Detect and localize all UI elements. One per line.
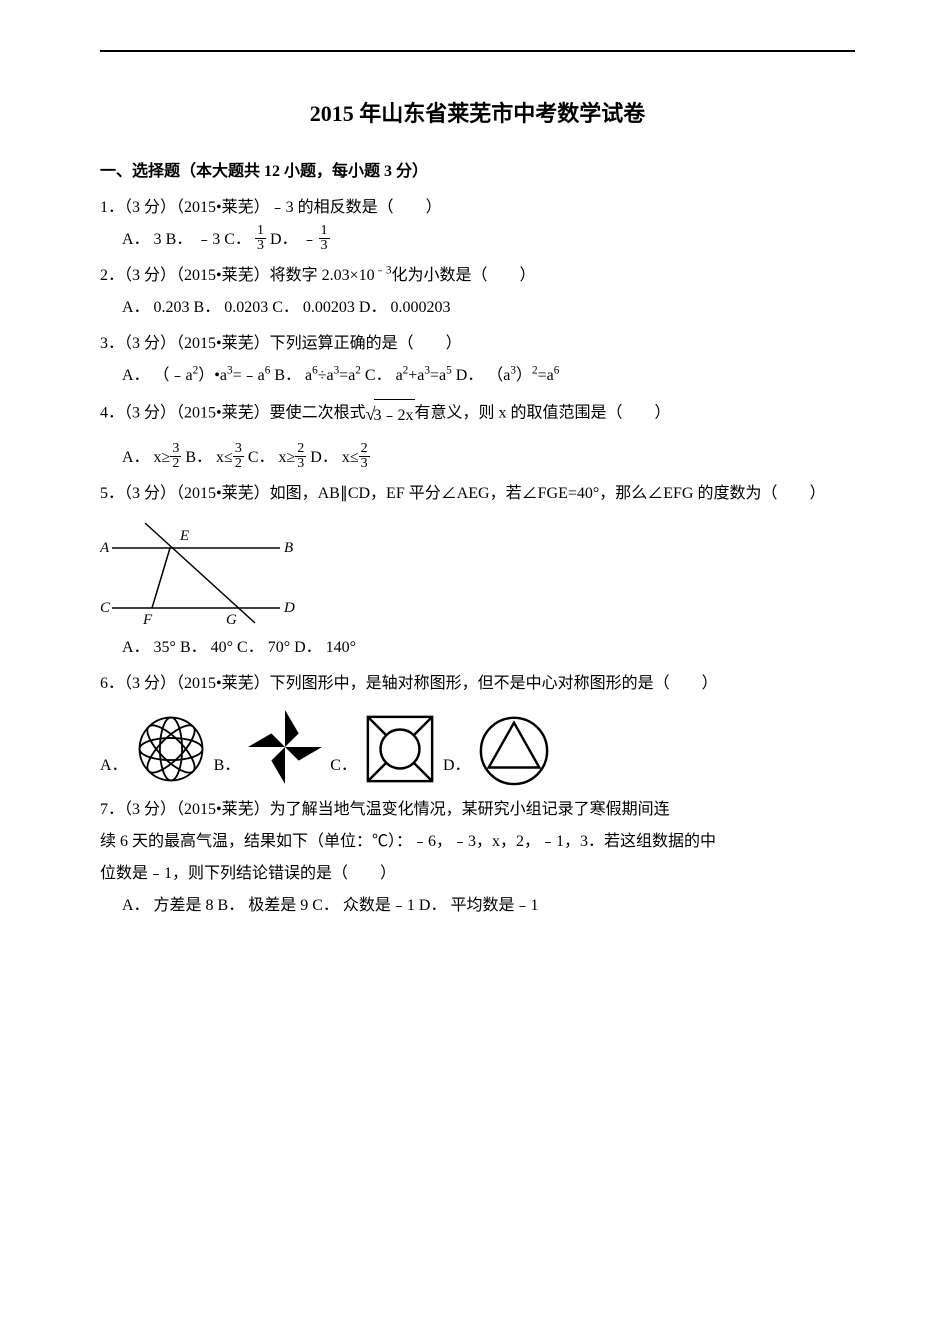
q6-A-label: A． xyxy=(100,750,128,786)
q6-B-label: B． xyxy=(214,750,241,786)
q6-D-label: D． xyxy=(443,750,471,786)
section-header: 一、选择题（本大题共 12 小题，每小题 3 分） xyxy=(100,156,855,188)
question-1: 1．（3 分）（2015•莱芜）﹣3 的相反数是（ ） A． 3 B． ﹣3 C… xyxy=(100,192,855,256)
q4-stem: 4．（3 分）（2015•莱芜）要使二次根式3﹣2x有意义，则 x 的取值范围是… xyxy=(100,396,855,432)
lbl-G: G xyxy=(226,612,237,628)
q6-options: A． B． C． xyxy=(100,708,855,786)
q4-choices: A． x≥32 B． x≤32 C． x≥23 D． x≤23 xyxy=(100,442,855,474)
q5-choices: A． 35° B． 40° C． 70° D． 140° xyxy=(100,632,855,664)
q6-icon-C xyxy=(363,712,437,786)
q7-choices: A． 方差是 8 B． 极差是 9 C． 众数是﹣1 D． 平均数是﹣1 xyxy=(100,890,855,922)
lbl-F: F xyxy=(142,612,153,628)
lbl-B: B xyxy=(284,540,293,556)
q3-choices: A． （﹣a2）•a3=﹣a6 B． a6÷a3=a2 C． a2+a3=a5 … xyxy=(100,360,855,392)
lbl-A: A xyxy=(100,540,110,556)
q5-stem: 5．（3 分）（2015•莱芜）如图，AB∥CD，EF 平分∠AEG，若∠FGE… xyxy=(100,478,855,510)
q1-D-pre: D． xyxy=(266,231,302,248)
q7-line1: 7．（3 分）（2015•莱芜）为了解当地气温变化情况，某研究小组记录了寒假期间… xyxy=(100,794,855,826)
q3-stem: 3．（3 分）（2015•莱芜）下列运算正确的是（ ） xyxy=(100,328,855,360)
q1-frac1: 13 xyxy=(255,224,266,253)
q6-icon-A xyxy=(134,712,208,786)
question-3: 3．（3 分）（2015•莱芜）下列运算正确的是（ ） A． （﹣a2）•a3=… xyxy=(100,328,855,392)
q2-stem: 2．（3 分）（2015•莱芜）将数字 2.03×10﹣3化为小数是（ ） xyxy=(100,260,855,292)
q6-stem: 6．（3 分）（2015•莱芜）下列图形中，是轴对称图形，但不是中心对称图形的是… xyxy=(100,668,855,700)
lbl-E: E xyxy=(179,528,189,544)
page-title: 2015 年山东省莱芜市中考数学试卷 xyxy=(100,92,855,136)
question-2: 2．（3 分）（2015•莱芜）将数字 2.03×10﹣3化为小数是（ ） A．… xyxy=(100,260,855,324)
sqrt-icon: 3﹣2x xyxy=(366,396,415,432)
q1-frac2: 13 xyxy=(319,224,330,253)
q6-C-label: C． xyxy=(330,750,357,786)
question-4: 4．（3 分）（2015•莱芜）要使二次根式3﹣2x有意义，则 x 的取值范围是… xyxy=(100,396,855,474)
q1-B: B． ﹣3 xyxy=(162,231,221,248)
q1-C-pre: C． xyxy=(220,231,255,248)
q2-choices: A． 0.203 B． 0.0203 C． 0.00203 D． 0.00020… xyxy=(100,292,855,324)
question-7: 7．（3 分）（2015•莱芜）为了解当地气温变化情况，某研究小组记录了寒假期间… xyxy=(100,794,855,922)
q1-choices: A． 3 B． ﹣3 C． 13 D． ﹣13 xyxy=(100,224,855,256)
q1-A: A． 3 xyxy=(122,231,162,248)
lbl-C: C xyxy=(100,600,111,616)
q5-diagram: A B C D E F G xyxy=(100,518,300,628)
top-divider xyxy=(100,50,855,52)
q6-icon-D xyxy=(477,712,551,786)
q6-icon-B xyxy=(246,708,324,786)
q7-line2: 续 6 天的最高气温，结果如下（单位：℃）：﹣6，﹣3，x，2，﹣1，3．若这组… xyxy=(100,826,855,858)
q1-stem: 1．（3 分）（2015•莱芜）﹣3 的相反数是（ ） xyxy=(100,192,855,224)
question-6: 6．（3 分）（2015•莱芜）下列图形中，是轴对称图形，但不是中心对称图形的是… xyxy=(100,668,855,786)
q1-D-minus: ﹣ xyxy=(302,231,319,248)
question-5: 5．（3 分）（2015•莱芜）如图，AB∥CD，EF 平分∠AEG，若∠FGE… xyxy=(100,478,855,664)
q7-line3: 位数是﹣1，则下列结论错误的是（ ） xyxy=(100,858,855,890)
lbl-D: D xyxy=(283,600,295,616)
